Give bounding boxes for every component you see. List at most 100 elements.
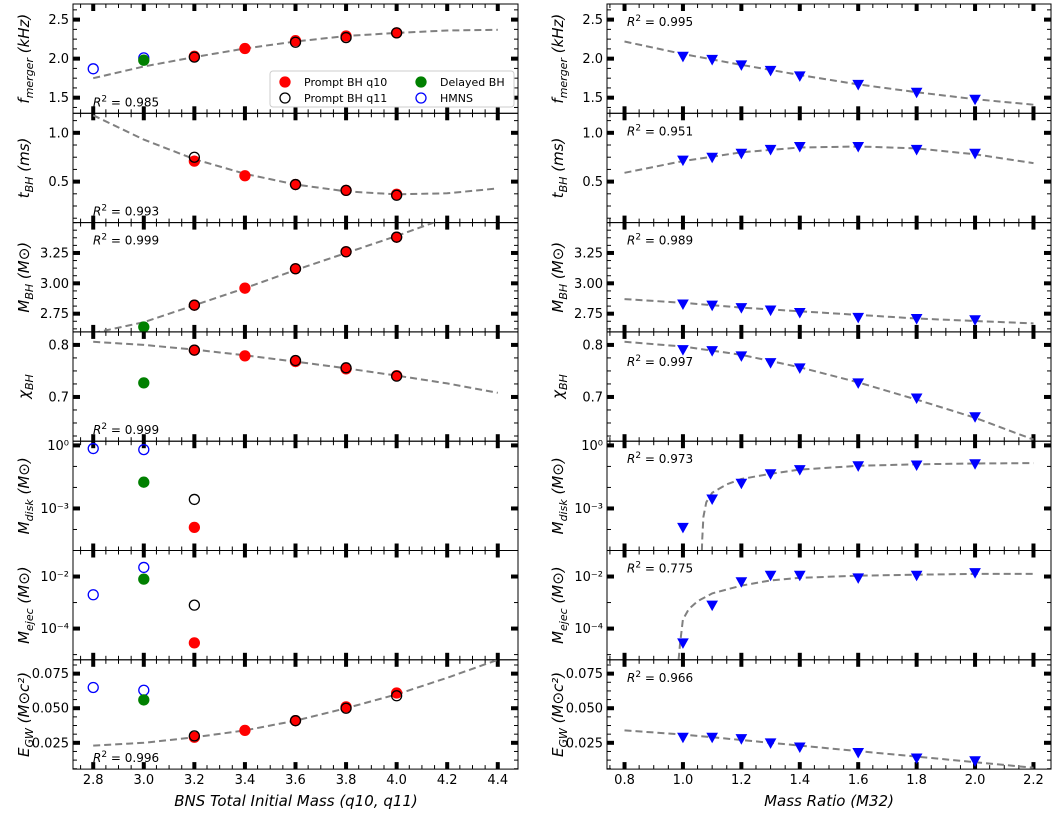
fit-curve <box>624 40 1034 106</box>
y-axis-label-unit: (M⊙) <box>15 242 33 284</box>
point-m32 <box>793 141 806 153</box>
legend-label: Delayed BH <box>440 76 505 89</box>
x-tick-label: 2.0 <box>965 773 986 788</box>
y-axis-label-unit: (ms) <box>15 138 33 177</box>
point-m32 <box>764 738 777 749</box>
legend-label: Prompt BH q10 <box>304 76 387 89</box>
point-m32 <box>735 351 748 362</box>
point-delayed <box>138 321 150 332</box>
point-m32 <box>706 346 719 357</box>
fit-curve <box>624 729 1034 769</box>
r2-value: = 0.999 <box>107 234 159 248</box>
point-m32 <box>793 570 806 582</box>
y-axis-label-sub: GW <box>557 727 570 748</box>
panel-left-E_GW: 2.8 3.0 3.2 3.4 3.6 3.8 4.0 4.2 4.4 0.025 0.050 0.0… <box>15 659 519 788</box>
point-m32 <box>910 87 923 99</box>
r2-exponent: 2 <box>635 670 641 680</box>
x-tick-label: 1.6 <box>848 773 869 788</box>
point-q11 <box>188 299 201 311</box>
point-m32 <box>706 152 719 164</box>
y-tick-label: 0.025 <box>566 736 603 751</box>
y-axis-label-base: f <box>15 96 33 104</box>
point-m32 <box>852 378 865 389</box>
panel-left-M_disk: 10⁻³ 10⁰ Mdisk (M⊙) <box>15 439 519 552</box>
fit-curve <box>677 572 1034 660</box>
point-delayed <box>138 573 150 585</box>
r2-value: = 0.989 <box>641 234 693 248</box>
plot-area <box>624 141 1034 174</box>
r2-symbol: R <box>627 234 635 248</box>
x-tick-label: 3.2 <box>184 773 205 788</box>
r2-value: = 0.985 <box>107 95 159 109</box>
y-tick-label: 10⁻² <box>574 570 603 585</box>
r2-exponent: 2 <box>635 451 641 461</box>
panel-right-M_disk: 10⁻³ 10⁰ Mdisk (M⊙) R2 = 0.973 <box>549 439 1052 552</box>
y-axis-label-sub: BH <box>23 284 36 300</box>
point-q11 <box>390 370 403 382</box>
y-axis-label-base: t <box>15 191 33 198</box>
y-axis-label: Mejec (M⊙) <box>549 566 570 644</box>
y-tick-label: 1.0 <box>48 126 69 141</box>
y-axis-label: tBH (ms) <box>15 138 36 199</box>
point-q10 <box>188 155 201 167</box>
panel-right-E_GW: 0.8 1.0 1.2 1.4 1.6 1.8 2.0 2.20.0250.0500.075E… <box>549 659 1052 788</box>
y-axis-label-unit: (M⊙c²) <box>15 672 33 728</box>
point-m32 <box>677 155 689 167</box>
r2-exponent: 2 <box>101 204 107 214</box>
y-tick-label: 0.050 <box>566 702 603 717</box>
y-tick-label: 10⁻³ <box>40 502 69 517</box>
y-tick-label: 0.075 <box>32 667 69 682</box>
fit-curve <box>94 222 437 332</box>
point-m32 <box>852 141 865 153</box>
point-hmns <box>87 681 99 694</box>
r2-symbol: R <box>627 562 635 576</box>
y-tick-label: 1.5 <box>582 91 603 106</box>
y-axis-label-base: E <box>15 747 33 757</box>
y-axis-label-base: M <box>549 631 567 644</box>
r2-exponent: 2 <box>101 422 107 432</box>
point-m32 <box>677 345 689 356</box>
point-m32 <box>677 299 689 310</box>
x-tick-label: 4.2 <box>437 773 458 788</box>
y-tick-label: 0.075 <box>566 667 603 682</box>
point-q11 <box>390 690 403 702</box>
r2-exponent: 2 <box>635 14 641 24</box>
point-q11 <box>289 36 302 48</box>
r2-value: = 0.973 <box>641 452 693 466</box>
y-axis-label-sub: merger <box>23 57 36 99</box>
point-m32 <box>677 732 689 744</box>
r-squared-annotation: R2 = 0.995 <box>627 14 693 29</box>
point-m32 <box>969 568 981 579</box>
y-axis-label-base: f <box>549 96 567 104</box>
point-m32 <box>706 600 719 612</box>
point-hmns <box>138 443 150 456</box>
y-axis-label-base: M <box>15 631 33 644</box>
y-tick-label: 3.25 <box>40 246 69 261</box>
y-axis-label-unit: (M⊙) <box>549 566 567 608</box>
y-axis-label-sub: BH <box>23 177 36 193</box>
x-tick-label: 1.4 <box>789 773 810 788</box>
y-axis-label-sub: disk <box>23 499 36 522</box>
legend-label: HMNS <box>440 92 473 105</box>
plot-area <box>677 459 1034 551</box>
point-m32 <box>910 314 923 325</box>
panel-right-chi_BH: 0.7 0.8 χBH R2 = 0.997 <box>549 331 1052 442</box>
panel-right-M_ejec: 10⁻⁴ 10⁻² Mejec (M⊙) R2 = 0.775 <box>549 550 1052 661</box>
y-tick-label: 10⁻³ <box>574 502 603 517</box>
panel-left-f_merger: 1.5 2.0 2.5 fmerger (kHz) R2 = 0.985 <box>15 3 519 114</box>
y-tick-label: 3.00 <box>574 277 603 292</box>
y-axis-label-base: M <box>15 521 33 534</box>
panel-frame <box>72 440 519 552</box>
y-axis-label-base: E <box>549 747 567 757</box>
x-tick-label: 1.8 <box>906 773 927 788</box>
x-tick-label: 3.6 <box>285 773 306 788</box>
point-m32 <box>910 393 923 405</box>
panel-left-M_BH: 2.75 3.00 3.25 MBH (M⊙) R2 = 0.999 <box>15 222 519 333</box>
row-M_ejec: 10⁻⁴ 10⁻² Mejec (M⊙) 10⁻⁴ 10⁻² Mejec (M⊙) R2 =… <box>15 550 1052 661</box>
point-q10 <box>188 637 201 649</box>
legend-marker <box>279 92 291 104</box>
y-axis-label-base: M <box>549 521 567 534</box>
point-m32 <box>735 303 748 314</box>
y-tick-label: 10⁻⁴ <box>40 622 69 637</box>
